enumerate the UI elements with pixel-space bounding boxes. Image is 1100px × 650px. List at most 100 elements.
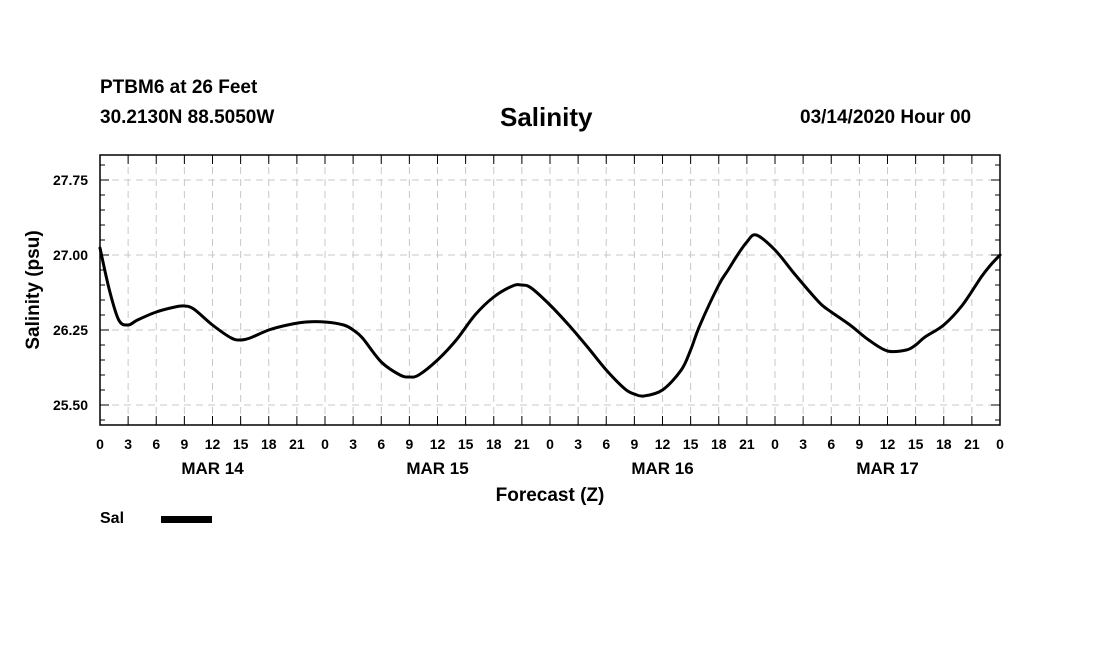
x-tick-label: 21	[739, 436, 755, 452]
x-tick-label: 9	[855, 436, 863, 452]
grid	[100, 155, 1000, 425]
data-point	[436, 359, 439, 362]
y-tick-label: 27.00	[53, 247, 88, 263]
data-point	[192, 308, 195, 311]
data-point	[549, 304, 552, 307]
data-point	[736, 254, 739, 257]
x-tick-label: 3	[799, 436, 807, 452]
legend-label: Sal	[100, 510, 125, 527]
data-point	[689, 349, 692, 352]
x-tick-label: 6	[152, 436, 160, 452]
x-tick-label: 0	[771, 436, 779, 452]
data-point	[239, 339, 242, 342]
x-tick-label: 0	[96, 436, 104, 452]
data-point	[633, 393, 636, 396]
data-point	[474, 314, 477, 317]
data-point	[155, 311, 158, 314]
data-point	[530, 287, 533, 290]
y-tick-label: 25.50	[53, 397, 88, 413]
data-point	[380, 361, 383, 364]
x-tick-label: 18	[936, 436, 952, 452]
data-point	[324, 321, 327, 324]
x-tick-label: 9	[405, 436, 413, 452]
data-point	[849, 324, 852, 327]
data-point	[136, 319, 139, 322]
legend-swatch	[161, 516, 212, 523]
data-point	[408, 376, 411, 379]
data-point	[811, 294, 814, 297]
chart-title: Salinity	[500, 102, 593, 132]
x-tick-label: 21	[964, 436, 980, 452]
x-tick-label: 15	[908, 436, 924, 452]
data-point	[961, 304, 964, 307]
data-point	[980, 276, 983, 279]
x-tick-label: 15	[458, 436, 474, 452]
data-point	[211, 324, 214, 327]
data-point	[774, 249, 777, 252]
x-tick-label: 18	[711, 436, 727, 452]
data-point	[417, 374, 420, 377]
data-point	[886, 350, 889, 353]
x-tick-label: 18	[261, 436, 277, 452]
data-point	[352, 329, 355, 332]
x-axis-title: Forecast (Z)	[496, 485, 605, 506]
data-point	[924, 336, 927, 339]
coordinates-label: 30.2130N 88.5050W	[100, 107, 275, 128]
x-tick-label: 12	[880, 436, 896, 452]
data-point	[127, 324, 130, 327]
x-tick-label: 9	[180, 436, 188, 452]
data-point	[399, 374, 402, 377]
data-point	[108, 289, 111, 292]
data-point	[905, 349, 908, 352]
data-point	[586, 346, 589, 349]
data-point	[249, 337, 252, 340]
x-tick-label: 21	[514, 436, 530, 452]
x-tick-label: 21	[289, 436, 305, 452]
data-point	[230, 337, 233, 340]
data-point	[642, 395, 645, 398]
data-point	[745, 241, 748, 244]
x-tick-label: 6	[827, 436, 835, 452]
data-point	[989, 264, 992, 267]
data-point	[820, 304, 823, 307]
data-point	[680, 369, 683, 372]
y-tick-label: 26.25	[53, 322, 88, 338]
data-point	[455, 339, 458, 342]
series-line-sal	[98, 233, 1002, 398]
x-tick-label: 18	[486, 436, 502, 452]
data-point	[117, 319, 120, 322]
x-tick-label: 6	[602, 436, 610, 452]
data-point	[520, 284, 523, 287]
plot-frame	[99, 154, 1001, 426]
series-layer	[98, 233, 1002, 398]
x-tick-label: 15	[683, 436, 699, 452]
data-point	[183, 305, 186, 308]
x-day-label: MAR 16	[631, 459, 693, 478]
data-point	[305, 321, 308, 324]
axis-labels: 0 3 6 9 12 15 18 21 0 3 6 9 12 15 18 21 0 3 6 9 12 15 18 21 0 3 6 9…	[53, 172, 1004, 478]
data-point	[867, 339, 870, 342]
data-point	[492, 296, 495, 299]
data-point	[174, 306, 177, 309]
data-point	[914, 344, 917, 347]
data-point	[605, 369, 608, 372]
x-tick-label: 0	[996, 436, 1004, 452]
data-point	[267, 329, 270, 332]
x-tick-label: 15	[233, 436, 249, 452]
station-label: PTBM6 at 26 Feet	[100, 77, 258, 98]
y-axis-title: Salinity (psu)	[23, 230, 44, 349]
x-tick-label: 3	[349, 436, 357, 452]
data-point	[567, 324, 570, 327]
x-tick-label: 0	[546, 436, 554, 452]
data-point	[830, 311, 833, 314]
x-tick-label: 0	[321, 436, 329, 452]
x-tick-label: 12	[430, 436, 446, 452]
data-point	[792, 272, 795, 275]
data-point	[661, 389, 664, 392]
data-point	[755, 234, 758, 237]
datetime-label: 03/14/2020 Hour 00	[800, 107, 972, 128]
data-point	[717, 284, 720, 287]
x-day-label: MAR 15	[406, 459, 468, 478]
x-tick-label: 12	[655, 436, 671, 452]
data-point	[286, 324, 289, 327]
